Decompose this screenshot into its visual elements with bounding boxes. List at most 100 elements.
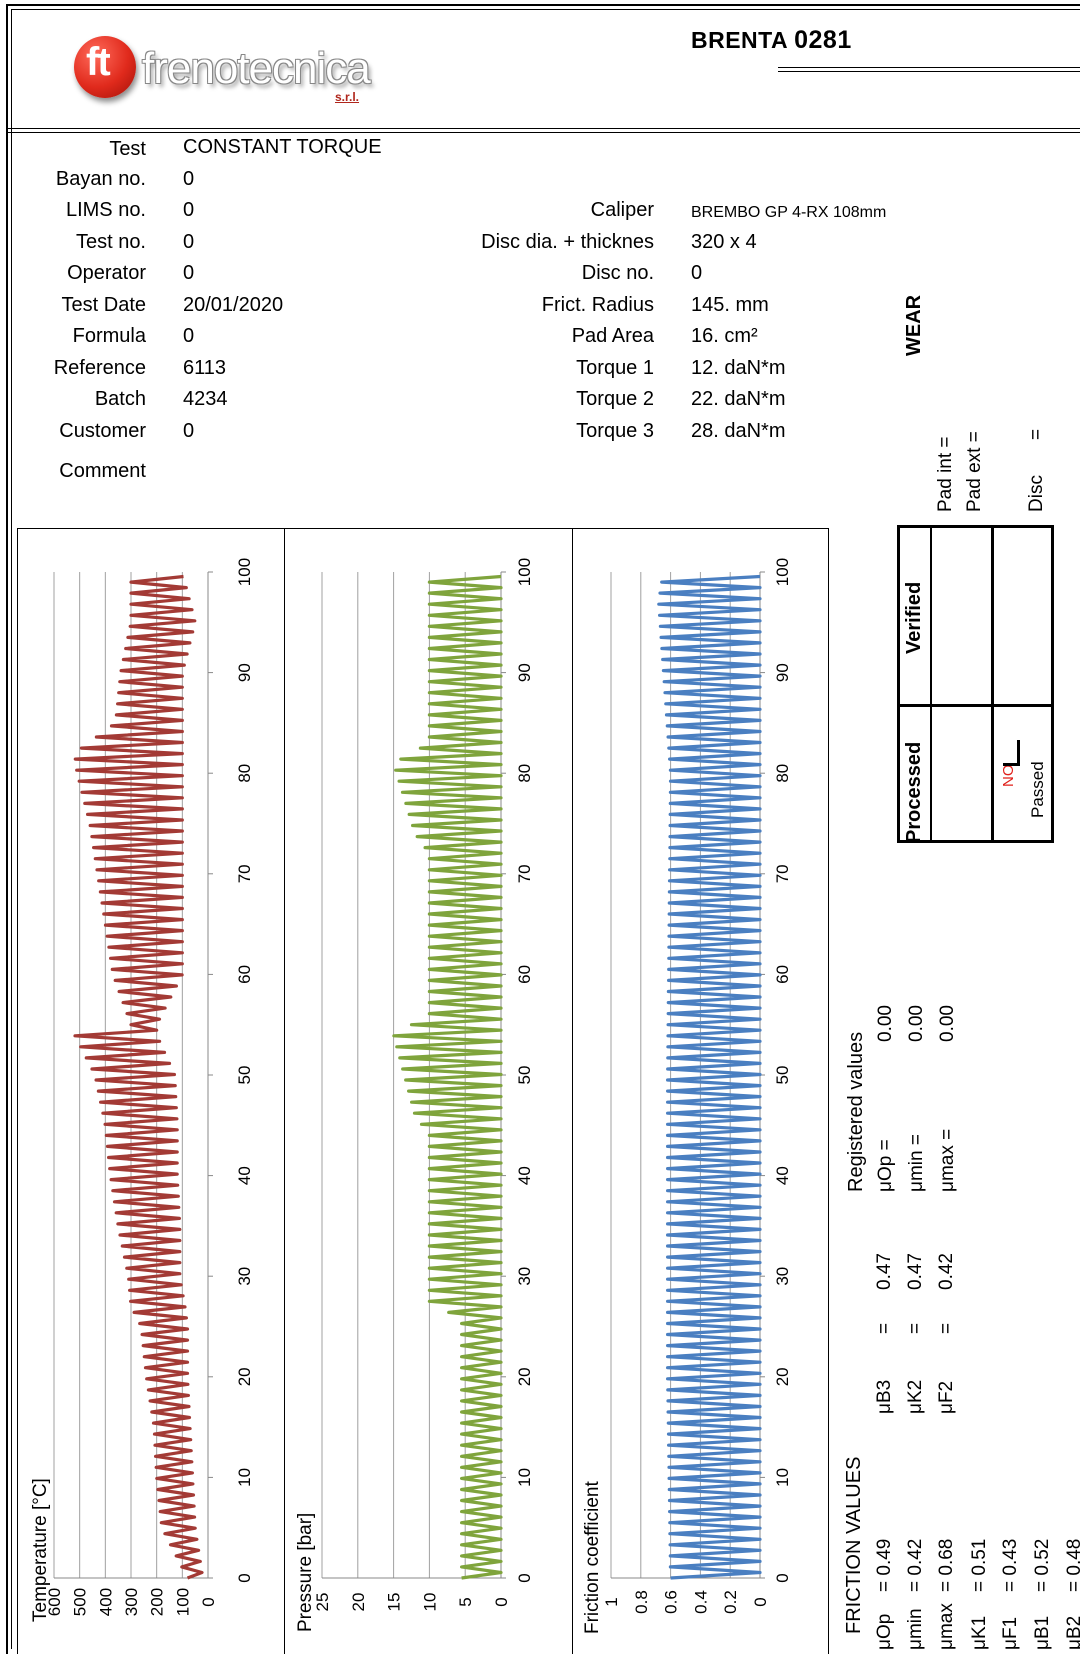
reference-value: 6113 bbox=[183, 357, 227, 379]
xtick-0-0: 0 bbox=[235, 1573, 254, 1582]
torque3-value: 28. daN*m bbox=[691, 420, 786, 442]
ytick-2-4: 0.2 bbox=[721, 1590, 740, 1614]
xtick-2-0: 0 bbox=[773, 1573, 792, 1582]
xtick-1-4: 40 bbox=[515, 1166, 534, 1185]
torque2-value: 22. daN*m bbox=[691, 388, 786, 410]
ytick-0-1: 500 bbox=[71, 1588, 90, 1616]
machine-number: 0281 bbox=[794, 26, 852, 54]
ytick-0-4: 200 bbox=[148, 1588, 167, 1616]
xtick-2-4: 40 bbox=[773, 1166, 792, 1185]
passed-tick-foot bbox=[1003, 763, 1019, 766]
reference-label: Reference bbox=[53, 357, 146, 379]
xtick-0-5: 50 bbox=[235, 1066, 254, 1085]
xtick-1-5: 50 bbox=[515, 1066, 534, 1085]
customer-value: 0 bbox=[183, 420, 195, 442]
series-line-1 bbox=[392, 574, 503, 1580]
torque3-label: Torque 3 bbox=[576, 420, 654, 442]
caliper-label: Caliper bbox=[590, 199, 654, 221]
xtick-0-10: 100 bbox=[235, 558, 254, 586]
disc-dia-label: Disc dia. + thicknes bbox=[481, 231, 654, 253]
machine-name: BRENTA bbox=[691, 27, 789, 53]
xtick-2-7: 70 bbox=[773, 864, 792, 883]
xtick-1-3: 30 bbox=[515, 1267, 534, 1286]
xtick-1-0: 0 bbox=[515, 1573, 534, 1582]
ytick-0-6: 0 bbox=[199, 1597, 218, 1606]
xtick-1-8: 80 bbox=[515, 764, 534, 783]
operator-value: 0 bbox=[183, 262, 195, 284]
xtick-2-2: 20 bbox=[773, 1367, 792, 1386]
xtick-0-4: 40 bbox=[235, 1166, 254, 1185]
date-label: Test Date bbox=[61, 294, 146, 316]
approval-col-line bbox=[930, 525, 932, 843]
xtick-2-6: 60 bbox=[773, 965, 792, 984]
batch-value: 4234 bbox=[183, 388, 228, 410]
test-label: Test bbox=[109, 138, 146, 160]
logo-mark: ft bbox=[86, 40, 111, 84]
comment-label: Comment bbox=[59, 460, 146, 482]
xtick-1-9: 90 bbox=[515, 663, 534, 682]
ylabel-2: Friction coefficient bbox=[582, 1481, 603, 1634]
disc-no-value: 0 bbox=[691, 262, 703, 284]
approval-outline bbox=[897, 525, 1054, 843]
page-frame-inner bbox=[11, 9, 1080, 1649]
ytick-2-3: 0.4 bbox=[691, 1590, 710, 1614]
brenta-underline-2 bbox=[778, 71, 1080, 72]
testno-label: Test no. bbox=[75, 231, 146, 253]
charts-panel bbox=[17, 528, 829, 1654]
passed-tick bbox=[1017, 740, 1020, 766]
ytick-1-0: 25 bbox=[313, 1593, 332, 1612]
ytick-2-2: 0.6 bbox=[662, 1590, 681, 1614]
xtick-0-9: 90 bbox=[235, 663, 254, 682]
date-value: 20/01/2020 bbox=[183, 294, 284, 316]
lims-label: LIMS no. bbox=[65, 199, 146, 221]
xtick-2-3: 30 bbox=[773, 1267, 792, 1286]
ytick-0-0: 600 bbox=[45, 1588, 64, 1616]
radius-value: 145. mm bbox=[691, 294, 769, 316]
xtick-2-10: 100 bbox=[773, 558, 792, 586]
radius-label: Frict. Radius bbox=[541, 294, 654, 316]
pad-area-label: Pad Area bbox=[571, 325, 654, 347]
series-line-0 bbox=[73, 574, 204, 1580]
bayan-value: 0 bbox=[183, 168, 195, 190]
xtick-1-10: 100 bbox=[515, 558, 534, 586]
disc-no-label: Disc no. bbox=[581, 262, 654, 284]
approval-row-line bbox=[897, 704, 1054, 707]
bayan-label: Bayan no. bbox=[55, 168, 146, 190]
machine-title: BRENTA 0281 bbox=[691, 26, 852, 55]
xtick-2-9: 90 bbox=[773, 663, 792, 682]
chart-divider-1 bbox=[284, 528, 285, 1654]
xtick-0-8: 80 bbox=[235, 764, 254, 783]
ytick-1-3: 10 bbox=[420, 1593, 439, 1612]
xtick-1-6: 60 bbox=[515, 965, 534, 984]
series-line-2 bbox=[657, 574, 762, 1580]
caliper-value: BREMBO GP 4-RX 108mm bbox=[691, 204, 887, 221]
xtick-1-7: 70 bbox=[515, 864, 534, 883]
header-divider bbox=[6, 128, 1080, 129]
xtick-0-2: 20 bbox=[235, 1367, 254, 1386]
test-value: CONSTANT TORQUE bbox=[183, 136, 382, 158]
ytick-1-1: 20 bbox=[349, 1593, 368, 1612]
logo-name: frenotecnica bbox=[142, 44, 371, 93]
xtick-2-1: 10 bbox=[773, 1468, 792, 1487]
ytick-0-5: 100 bbox=[173, 1588, 192, 1616]
xtick-0-1: 10 bbox=[235, 1468, 254, 1487]
xtick-2-5: 50 bbox=[773, 1066, 792, 1085]
xtick-0-3: 30 bbox=[235, 1267, 254, 1286]
ytick-0-2: 400 bbox=[96, 1588, 115, 1616]
operator-label: Operator bbox=[67, 262, 146, 284]
xtick-0-6: 60 bbox=[235, 965, 254, 984]
ytick-1-5: 0 bbox=[492, 1597, 511, 1606]
ytick-1-4: 5 bbox=[456, 1597, 475, 1606]
pad-area-value: 16. cm² bbox=[691, 325, 758, 347]
disc-dia-value: 320 x 4 bbox=[691, 231, 757, 253]
chart-divider-2 bbox=[572, 528, 573, 1654]
batch-label: Batch bbox=[94, 388, 146, 410]
xtick-1-2: 20 bbox=[515, 1367, 534, 1386]
xtick-2-8: 80 bbox=[773, 764, 792, 783]
ytick-2-0: 1 bbox=[602, 1597, 621, 1606]
lims-value: 0 bbox=[183, 199, 195, 221]
ylabel-1: Pressure [bar] bbox=[295, 1513, 316, 1632]
customer-label: Customer bbox=[59, 420, 146, 442]
formula-value: 0 bbox=[183, 325, 195, 347]
